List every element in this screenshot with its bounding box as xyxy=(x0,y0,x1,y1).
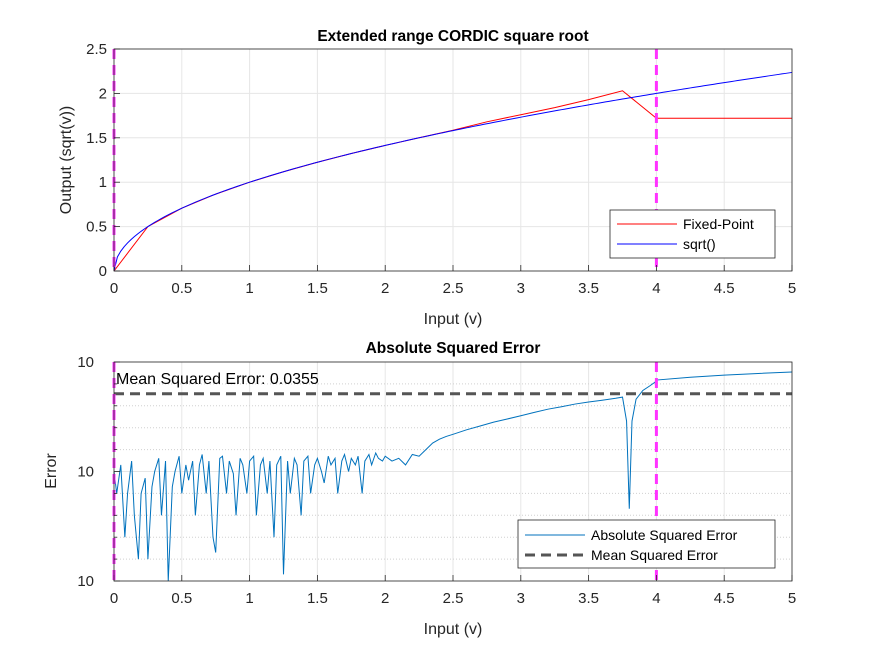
top-y-tick-label: 1 xyxy=(99,174,107,191)
bottom-x-label: Input (v) xyxy=(424,621,483,638)
top-x-tick-label: 2.5 xyxy=(443,280,464,297)
top-x-tick-label: 5 xyxy=(788,280,796,297)
bottom-series xyxy=(113,371,793,582)
bottom-y-tick-label: 10 xyxy=(77,354,94,371)
top-x-tick-label: 3 xyxy=(517,280,525,297)
bottom-x-tick-label: 3.5 xyxy=(578,590,599,607)
top-y-label: Output (sqrt(v)) xyxy=(58,106,75,214)
abs-error-line xyxy=(113,371,793,582)
bottom-y-tick-label: 10 xyxy=(77,464,94,481)
tick-base: 10 xyxy=(77,354,94,371)
legend-label-mse: Mean Squared Error xyxy=(591,547,718,563)
top-plot: 0 0.5 1 1.5 2 2.5 3 3.5 4 4.5 5 0 0.5 1 1.5 2 2.5 Extend… xyxy=(58,28,796,328)
top-legend: Fixed-Point sqrt() xyxy=(609,209,776,259)
top-y-tick-label: 0.5 xyxy=(86,219,107,236)
bottom-x-tick-label: 4 xyxy=(652,590,660,607)
legend-label-abs-error: Absolute Squared Error xyxy=(591,527,738,543)
top-series xyxy=(113,71,793,272)
bottom-title: Absolute Squared Error xyxy=(366,340,541,357)
top-y-tick-label: 0 xyxy=(99,263,107,280)
bottom-x-tick-label: 1.5 xyxy=(307,590,328,607)
top-title: Extended range CORDIC square root xyxy=(317,28,588,45)
top-y-tick-label: 2 xyxy=(99,85,107,102)
top-x-tick-label: 3.5 xyxy=(578,280,599,297)
top-legend-box xyxy=(609,209,776,259)
bottom-x-tick-label: 4.5 xyxy=(714,590,735,607)
bottom-y-tick-label: 10 xyxy=(77,573,94,590)
bottom-x-tick-label: 2.5 xyxy=(443,590,464,607)
bottom-x-tick-label: 1 xyxy=(245,590,253,607)
bottom-x-tick-label: 2 xyxy=(381,590,389,607)
top-x-tick-label: 1.5 xyxy=(307,280,328,297)
bottom-x-tick-label: 3 xyxy=(517,590,525,607)
bottom-x-tick-label: 0 xyxy=(110,590,118,607)
top-x-tick-label: 4 xyxy=(652,280,660,297)
bottom-legend: Absolute Squared Error Mean Squared Erro… xyxy=(517,519,776,569)
top-x-tick-label: 0.5 xyxy=(171,280,192,297)
top-ticks: 0 0.5 1 1.5 2 2.5 3 3.5 4 4.5 5 0 0.5 1 1.5 2 2.5 xyxy=(86,41,796,297)
legend-label-fixed-point: Fixed-Point xyxy=(683,216,754,232)
tick-base: 10 xyxy=(77,464,94,481)
top-x-tick-label: 0 xyxy=(110,280,118,297)
sqrt-line xyxy=(113,71,793,272)
tick-base: 10 xyxy=(77,573,94,590)
top-x-tick-label: 4.5 xyxy=(714,280,735,297)
bottom-y-label: Error xyxy=(43,453,60,489)
top-y-tick-label: 2.5 xyxy=(86,41,107,58)
bottom-x-tick-label: 0.5 xyxy=(171,590,192,607)
top-x-tick-label: 1 xyxy=(245,280,253,297)
bottom-x-tick-label: 5 xyxy=(788,590,796,607)
top-x-label: Input (v) xyxy=(424,311,483,328)
top-y-tick-label: 1.5 xyxy=(86,130,107,147)
top-x-tick-label: 2 xyxy=(381,280,389,297)
bottom-legend-box xyxy=(517,519,776,569)
mse-annotation: Mean Squared Error: 0.0355 xyxy=(116,371,319,388)
legend-label-sqrt: sqrt() xyxy=(683,236,716,252)
